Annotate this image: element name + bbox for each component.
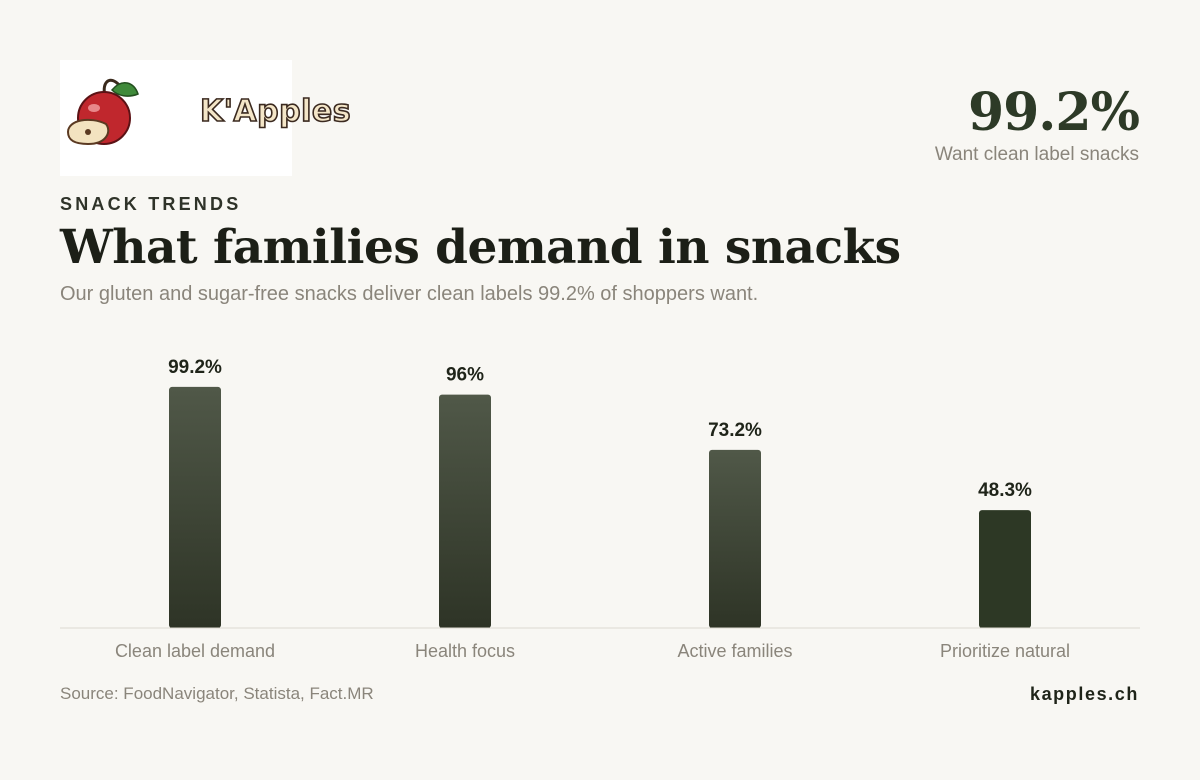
brand-logo: K'Apples — [60, 60, 351, 176]
category-label: Prioritize natural — [940, 641, 1070, 661]
bar-value-label: 73.2% — [708, 420, 762, 441]
source-note: Source: FoodNavigator, Statista, Fact.MR — [60, 684, 374, 703]
kpi-label: Want clean label snacks — [934, 144, 1139, 165]
page-title: What families demand in snacks — [60, 220, 901, 275]
bar-1 — [439, 394, 491, 628]
bar-chart: 99.2% Clean label demand 96% Health focus 73… — [60, 357, 1140, 661]
site-link[interactable]: kapples.ch — [1029, 684, 1139, 704]
bar-value-label: 48.3% — [978, 480, 1032, 501]
bar-value-label: 96% — [446, 365, 484, 386]
category-label: Clean label demand — [115, 641, 275, 661]
apple-icon — [66, 78, 139, 146]
category-label: Active families — [677, 641, 792, 661]
section-eyebrow: SNACK TRENDS — [60, 194, 242, 214]
kpi-value: 99.2% — [967, 82, 1140, 143]
bar-value-label: 99.2% — [168, 357, 222, 378]
bar-2 — [709, 449, 761, 628]
bar-0 — [169, 386, 221, 628]
bar-3 — [979, 510, 1031, 628]
category-label: Health focus — [415, 641, 515, 661]
logo-wordmark: K'Apples — [199, 93, 352, 130]
page-subtitle: Our gluten and sugar-free snacks deliver… — [60, 283, 759, 305]
